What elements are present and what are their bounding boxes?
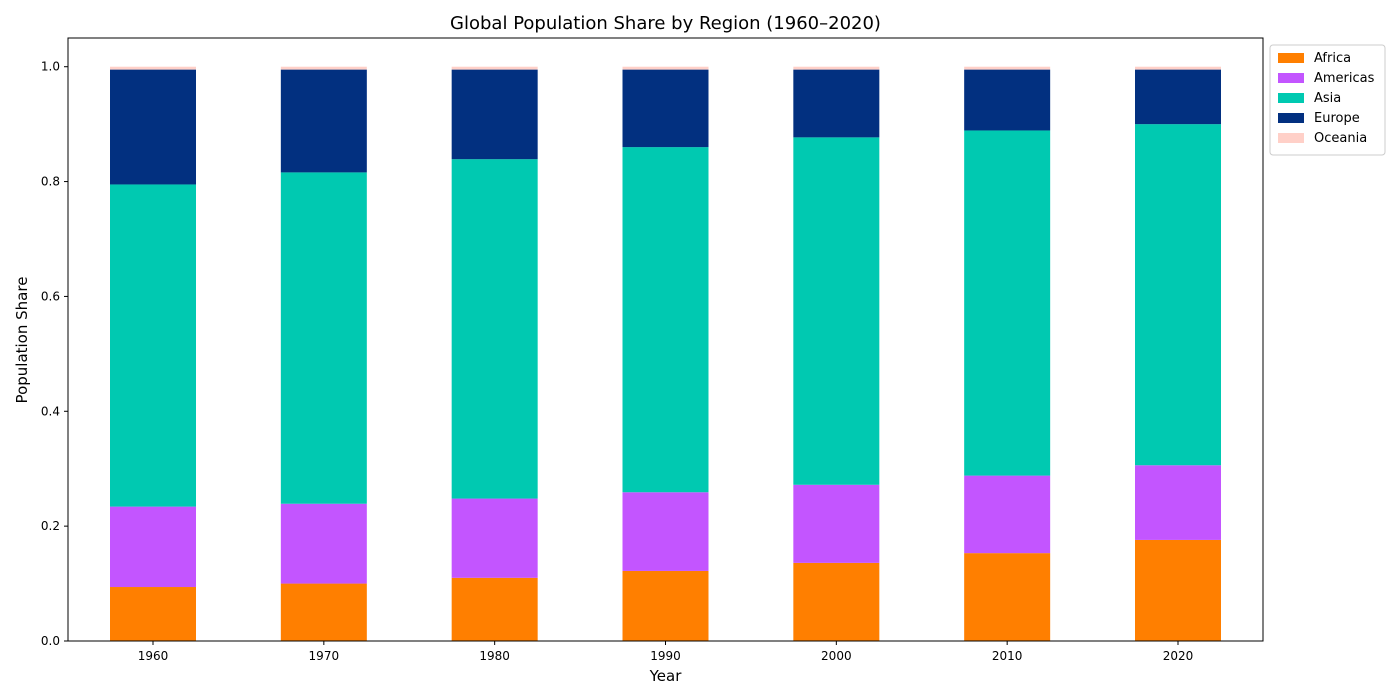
- chart-title: Global Population Share by Region (1960–…: [450, 13, 881, 34]
- bar-oceania-1960: [110, 66, 196, 70]
- legend-swatch-asia: [1278, 93, 1304, 103]
- legend-box: [1269, 44, 1386, 156]
- bar-africa-2000: [793, 562, 880, 641]
- bar-asia-1960: [110, 184, 196, 507]
- y-tick-label: 0.4: [41, 404, 60, 418]
- x-tick-label: 1970: [309, 649, 340, 663]
- legend-swatch-africa: [1278, 53, 1304, 63]
- y-axis-label: Population Share: [13, 277, 31, 404]
- bar-africa-1970: [280, 583, 367, 641]
- bar-africa-2010: [964, 553, 1051, 641]
- bar-europe-1990: [622, 69, 709, 148]
- bar-oceania-1980: [451, 66, 538, 70]
- axes-group: 0.0 0.2 0.4 0.6 0.8 1.0 1960 1970 1980 1990 2000 20…: [41, 37, 1264, 663]
- legend-label-africa: Africa: [1314, 51, 1351, 66]
- y-tick-label: 0.2: [41, 519, 60, 533]
- legend-label-americas: Americas: [1314, 71, 1375, 86]
- bar-europe-1970: [280, 69, 367, 173]
- bar-americas-2000: [793, 484, 880, 563]
- bar-oceania-2000: [793, 66, 880, 70]
- bar-africa-2020: [1135, 539, 1221, 641]
- bar-europe-1960: [110, 69, 196, 185]
- y-tick-label: 0.6: [41, 289, 60, 303]
- bar-europe-2010: [964, 69, 1051, 131]
- legend-swatch-europe: [1278, 113, 1304, 123]
- legend-label-asia: Asia: [1314, 91, 1341, 106]
- bar-americas-2020: [1135, 465, 1221, 540]
- legend-swatch-oceania: [1278, 133, 1304, 143]
- bar-asia-2000: [793, 137, 880, 485]
- bar-asia-1980: [451, 159, 538, 499]
- bar-asia-1970: [280, 172, 367, 504]
- bar-americas-2010: [964, 475, 1051, 554]
- legend-label-europe: Europe: [1314, 111, 1360, 126]
- x-tick-label: 1990: [650, 649, 681, 663]
- legend: Africa Americas Asia Europe Oceania: [1269, 44, 1386, 156]
- y-tick-label: 1.0: [41, 60, 60, 74]
- legend-swatch-americas: [1278, 73, 1304, 83]
- bar-europe-1980: [451, 69, 538, 160]
- bar-oceania-2020: [1135, 66, 1221, 70]
- bar-asia-2020: [1135, 124, 1221, 466]
- x-axis-label: Year: [649, 667, 683, 685]
- bar-americas-1990: [622, 492, 709, 571]
- x-tick-label: 1980: [479, 649, 510, 663]
- bars-group: [110, 66, 1221, 641]
- bar-africa-1980: [451, 577, 538, 641]
- x-tick-label: 2010: [992, 649, 1023, 663]
- bar-oceania-1970: [280, 66, 367, 70]
- bar-africa-1960: [110, 587, 196, 641]
- y-tick-label: 0.0: [41, 634, 60, 648]
- x-tick-label: 2020: [1163, 649, 1194, 663]
- bar-oceania-2010: [964, 66, 1051, 70]
- bar-asia-2010: [964, 130, 1051, 476]
- y-tick-label: 0.8: [41, 175, 60, 189]
- bar-americas-1960: [110, 506, 196, 588]
- bar-americas-1980: [451, 498, 538, 578]
- x-tick-label: 1960: [138, 649, 169, 663]
- bar-africa-1990: [622, 570, 709, 641]
- bar-asia-1990: [622, 147, 709, 493]
- bar-europe-2000: [793, 69, 880, 138]
- bar-americas-1970: [280, 503, 367, 584]
- bar-oceania-1990: [622, 66, 709, 70]
- legend-label-oceania: Oceania: [1314, 131, 1367, 146]
- bar-europe-2020: [1135, 69, 1221, 125]
- x-tick-label: 2000: [821, 649, 852, 663]
